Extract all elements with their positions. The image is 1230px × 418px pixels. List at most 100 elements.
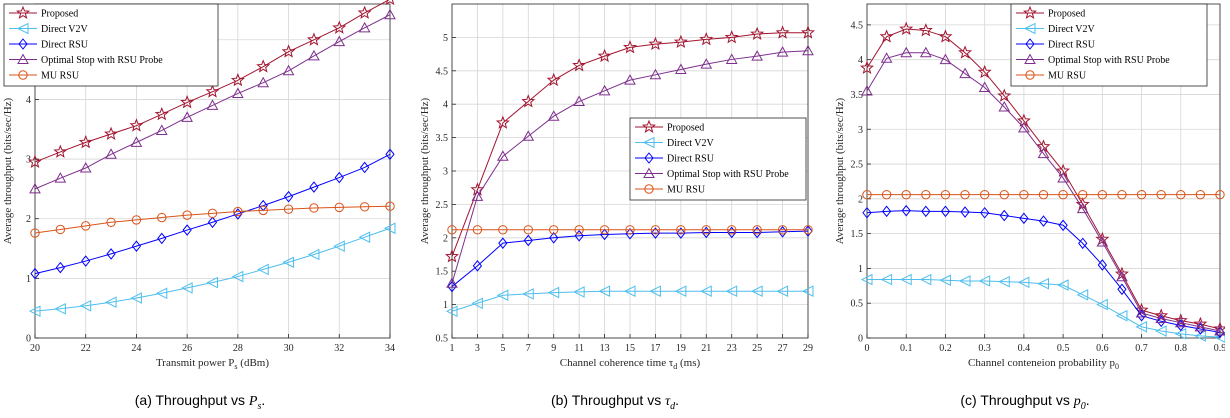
data-point bbox=[445, 305, 458, 318]
data-point bbox=[385, 201, 395, 211]
caption-c-subscript: 0 bbox=[1080, 400, 1086, 412]
data-point bbox=[106, 217, 116, 227]
x-tick-label: 27 bbox=[778, 343, 788, 354]
data-point bbox=[1056, 279, 1069, 291]
data-point bbox=[998, 275, 1010, 288]
caption-a-subscript: s bbox=[257, 400, 262, 412]
data-point bbox=[155, 287, 168, 300]
data-point bbox=[881, 205, 892, 218]
data-point bbox=[333, 35, 346, 47]
legend: Proposed Direct V2V Direct RSU Optimal Stop… bbox=[3, 3, 219, 87]
data-point bbox=[725, 53, 738, 64]
data-point bbox=[861, 84, 873, 96]
data-point bbox=[1155, 312, 1168, 324]
x-tick-label: 25 bbox=[752, 343, 762, 354]
data-point bbox=[497, 150, 509, 161]
y-tick-label: 4.5 bbox=[436, 66, 449, 77]
data-point bbox=[862, 189, 872, 200]
data-point bbox=[385, 148, 395, 161]
y-axis-label: Average throughput (bits/sec/Hz) bbox=[419, 97, 431, 244]
data-point bbox=[282, 64, 295, 76]
y-tick-label: 4 bbox=[26, 95, 31, 106]
data-point bbox=[129, 118, 144, 132]
data-point bbox=[206, 276, 218, 289]
chart-panel-a: 2022242628303234012345Transmit power Ps … bbox=[0, 0, 400, 418]
y-tick-label: 3 bbox=[443, 167, 448, 178]
caption-a-suffix: . bbox=[261, 392, 266, 408]
data-point bbox=[980, 206, 990, 219]
data-point bbox=[700, 58, 713, 69]
y-tick-label: 4.5 bbox=[851, 20, 864, 31]
data-point bbox=[1174, 328, 1187, 340]
caption-c-symbol: p bbox=[1073, 394, 1081, 409]
data-point bbox=[333, 240, 345, 252]
caption-b: (b) Throughput vs τd. bbox=[415, 392, 815, 412]
data-point bbox=[900, 273, 912, 286]
data-point bbox=[622, 40, 638, 54]
data-point bbox=[207, 216, 218, 229]
x-tick-label: 3 bbox=[475, 343, 480, 354]
throughput-vs-coherence-chart: 1 3 5 7 9 11 13 15 17 19 21 23 25 27 290.511.522.533.5… bbox=[419, 3, 815, 371]
data-point bbox=[623, 285, 636, 298]
series-circle bbox=[30, 201, 395, 238]
x-tick-label: 0.7 bbox=[1135, 343, 1148, 354]
y-tick-label: 0.5 bbox=[851, 299, 864, 310]
data-point bbox=[357, 5, 372, 19]
series-triangle-left bbox=[860, 273, 1225, 343]
series-triangle-up bbox=[446, 44, 814, 288]
data-point bbox=[1019, 212, 1029, 225]
y-tick-label: 1 bbox=[443, 300, 448, 311]
data-point bbox=[182, 210, 192, 220]
data-point bbox=[751, 50, 763, 61]
data-point bbox=[650, 225, 661, 235]
data-point bbox=[727, 226, 737, 239]
data-point bbox=[472, 225, 483, 235]
data-point bbox=[701, 225, 711, 235]
data-point bbox=[1019, 189, 1029, 200]
x-tick-label: 34 bbox=[385, 343, 395, 354]
data-point bbox=[78, 134, 93, 149]
series-star bbox=[27, 0, 395, 169]
data-point bbox=[283, 204, 294, 214]
data-point bbox=[358, 21, 371, 33]
data-point bbox=[940, 189, 951, 200]
data-point bbox=[308, 49, 320, 61]
legend-label: MU RSU bbox=[41, 71, 80, 82]
data-point bbox=[725, 285, 738, 298]
y-tick-label: 4 bbox=[858, 55, 863, 66]
x-tick-label: 13 bbox=[600, 343, 610, 354]
data-point bbox=[1115, 309, 1128, 322]
throughput-vs-power-chart: 2022242628303234012345Transmit power Ps … bbox=[2, 0, 396, 371]
data-point bbox=[55, 261, 65, 274]
x-tick-label: 22 bbox=[81, 343, 91, 354]
data-point bbox=[332, 20, 347, 34]
data-point bbox=[521, 94, 536, 108]
data-point bbox=[901, 189, 911, 200]
x-axis-label: Transmit power Ps (dBm) bbox=[156, 357, 269, 371]
legend-marker bbox=[17, 53, 29, 64]
data-point bbox=[919, 46, 932, 58]
data-point bbox=[54, 302, 66, 315]
data-point bbox=[309, 203, 319, 213]
data-point bbox=[777, 225, 788, 235]
data-point bbox=[472, 260, 483, 272]
data-point bbox=[573, 95, 585, 107]
y-tick-label: 0.5 bbox=[436, 334, 449, 345]
data-point bbox=[384, 8, 396, 20]
caption-a-symbol: P bbox=[248, 394, 258, 409]
y-tick-label: 1 bbox=[858, 264, 863, 275]
data-point bbox=[498, 225, 508, 235]
x-tick-label: 17 bbox=[650, 343, 660, 354]
caption-c: (c) Throughput vs p0. bbox=[825, 392, 1225, 412]
y-tick-label: 3.5 bbox=[851, 90, 864, 101]
chart-panel-b: 1 3 5 7 9 11 13 15 17 19 21 23 25 27 29 0.5 1 1.5 2 2.5 3 3.5… bbox=[415, 0, 815, 418]
data-point bbox=[181, 111, 193, 122]
caption-b-prefix: (b) Throughput vs bbox=[550, 392, 666, 408]
legend-marker bbox=[16, 22, 29, 35]
legend-marker bbox=[644, 152, 654, 164]
data-point bbox=[1156, 189, 1166, 200]
data-point bbox=[53, 144, 68, 158]
series-line bbox=[34, 153, 391, 275]
throughput-vs-contention-chart: 0 0.1 0.2 0.3 0.4 0.5 0.6 0.7 0.8 0.9 0 0.5 1 1.5 2 2.5… bbox=[834, 3, 1225, 371]
data-point bbox=[939, 274, 951, 287]
